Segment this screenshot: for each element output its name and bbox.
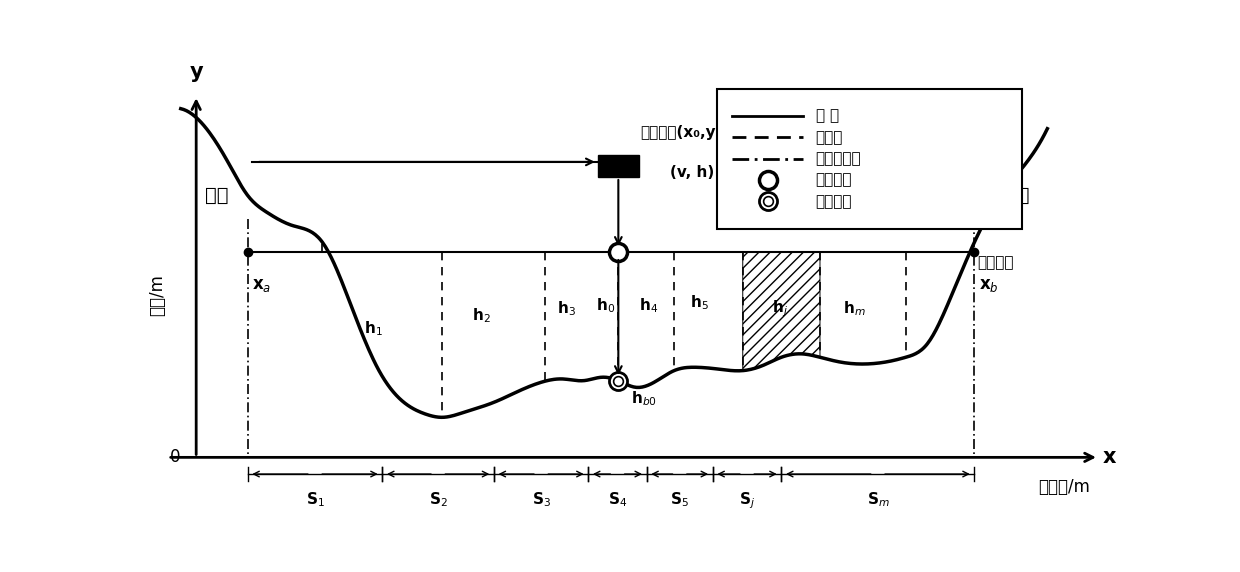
Text: S$_4$: S$_4$ (608, 490, 627, 509)
Text: h$_j$: h$_j$ (771, 299, 787, 319)
Text: S$_5$: S$_5$ (671, 490, 689, 509)
Text: h$_1$: h$_1$ (365, 320, 383, 338)
Text: h$_0$: h$_0$ (596, 296, 615, 315)
Text: 雷达探头(x₀,y₀): 雷达探头(x₀,y₀) (640, 125, 729, 140)
Text: 垂 线: 垂 线 (816, 109, 838, 124)
Text: y: y (190, 62, 203, 82)
Text: 右岸: 右岸 (1006, 186, 1029, 205)
Text: S$_1$: S$_1$ (305, 490, 325, 509)
Text: (v, h): (v, h) (670, 165, 714, 180)
Text: 雷达测点: 雷达测点 (816, 173, 852, 188)
Text: 高程/m: 高程/m (148, 275, 166, 316)
Text: h$_m$: h$_m$ (843, 300, 866, 318)
Bar (717, 89, 1022, 229)
Text: h$_4$: h$_4$ (639, 296, 658, 315)
Bar (598, 156, 639, 177)
Text: 起点距/m: 起点距/m (1038, 478, 1090, 496)
Text: 河底高程: 河底高程 (816, 194, 852, 209)
Text: x$_a$: x$_a$ (252, 276, 272, 293)
Text: x$_b$: x$_b$ (978, 276, 998, 293)
Text: S$_j$: S$_j$ (739, 490, 755, 511)
Text: h$_2$: h$_2$ (471, 306, 490, 325)
Text: S$_3$: S$_3$ (532, 490, 551, 509)
Text: S$_2$: S$_2$ (429, 490, 448, 509)
Text: h$_3$: h$_3$ (558, 300, 577, 318)
Text: x: x (1104, 447, 1117, 467)
Text: 0: 0 (170, 448, 181, 466)
Text: 实时水位: 实时水位 (977, 255, 1013, 269)
Text: 端点处垂线: 端点处垂线 (816, 151, 862, 166)
Text: 垂虚线: 垂虚线 (816, 130, 843, 145)
Text: h$_{b0}$: h$_{b0}$ (631, 390, 657, 408)
Text: h$_5$: h$_5$ (691, 293, 709, 312)
Text: S$_m$: S$_m$ (867, 490, 889, 509)
Text: 左岸: 左岸 (205, 186, 228, 205)
